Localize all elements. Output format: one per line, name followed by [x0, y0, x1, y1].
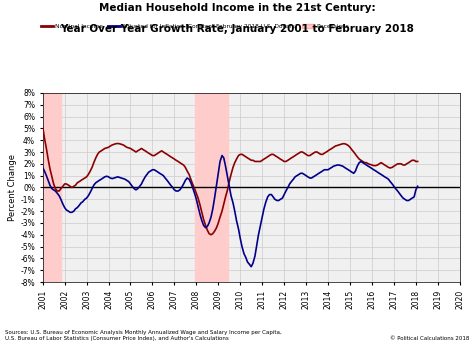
Y-axis label: Percent Change: Percent Change [9, 154, 18, 221]
Text: Sources: U.S. Bureau of Economic Analysis Monthly Annualized Wage and Salary Inc: Sources: U.S. Bureau of Economic Analysi… [5, 330, 282, 341]
Text: Year Over Year Growth Rate, January 2001 to February 2018: Year Over Year Growth Rate, January 2001… [60, 24, 414, 34]
Bar [43, 93, 61, 282]
Text: Median Household Income in the 21st Century:: Median Household Income in the 21st Cent… [99, 3, 375, 13]
Bar [195, 93, 228, 282]
Text: © Political Calculations 2018: © Political Calculations 2018 [390, 335, 469, 341]
Legend: Nominal Income, Adjusted for Inflation [Constant February 2018 U.S. Dollars], Re: Nominal Income, Adjusted for Inflation [… [41, 24, 349, 29]
